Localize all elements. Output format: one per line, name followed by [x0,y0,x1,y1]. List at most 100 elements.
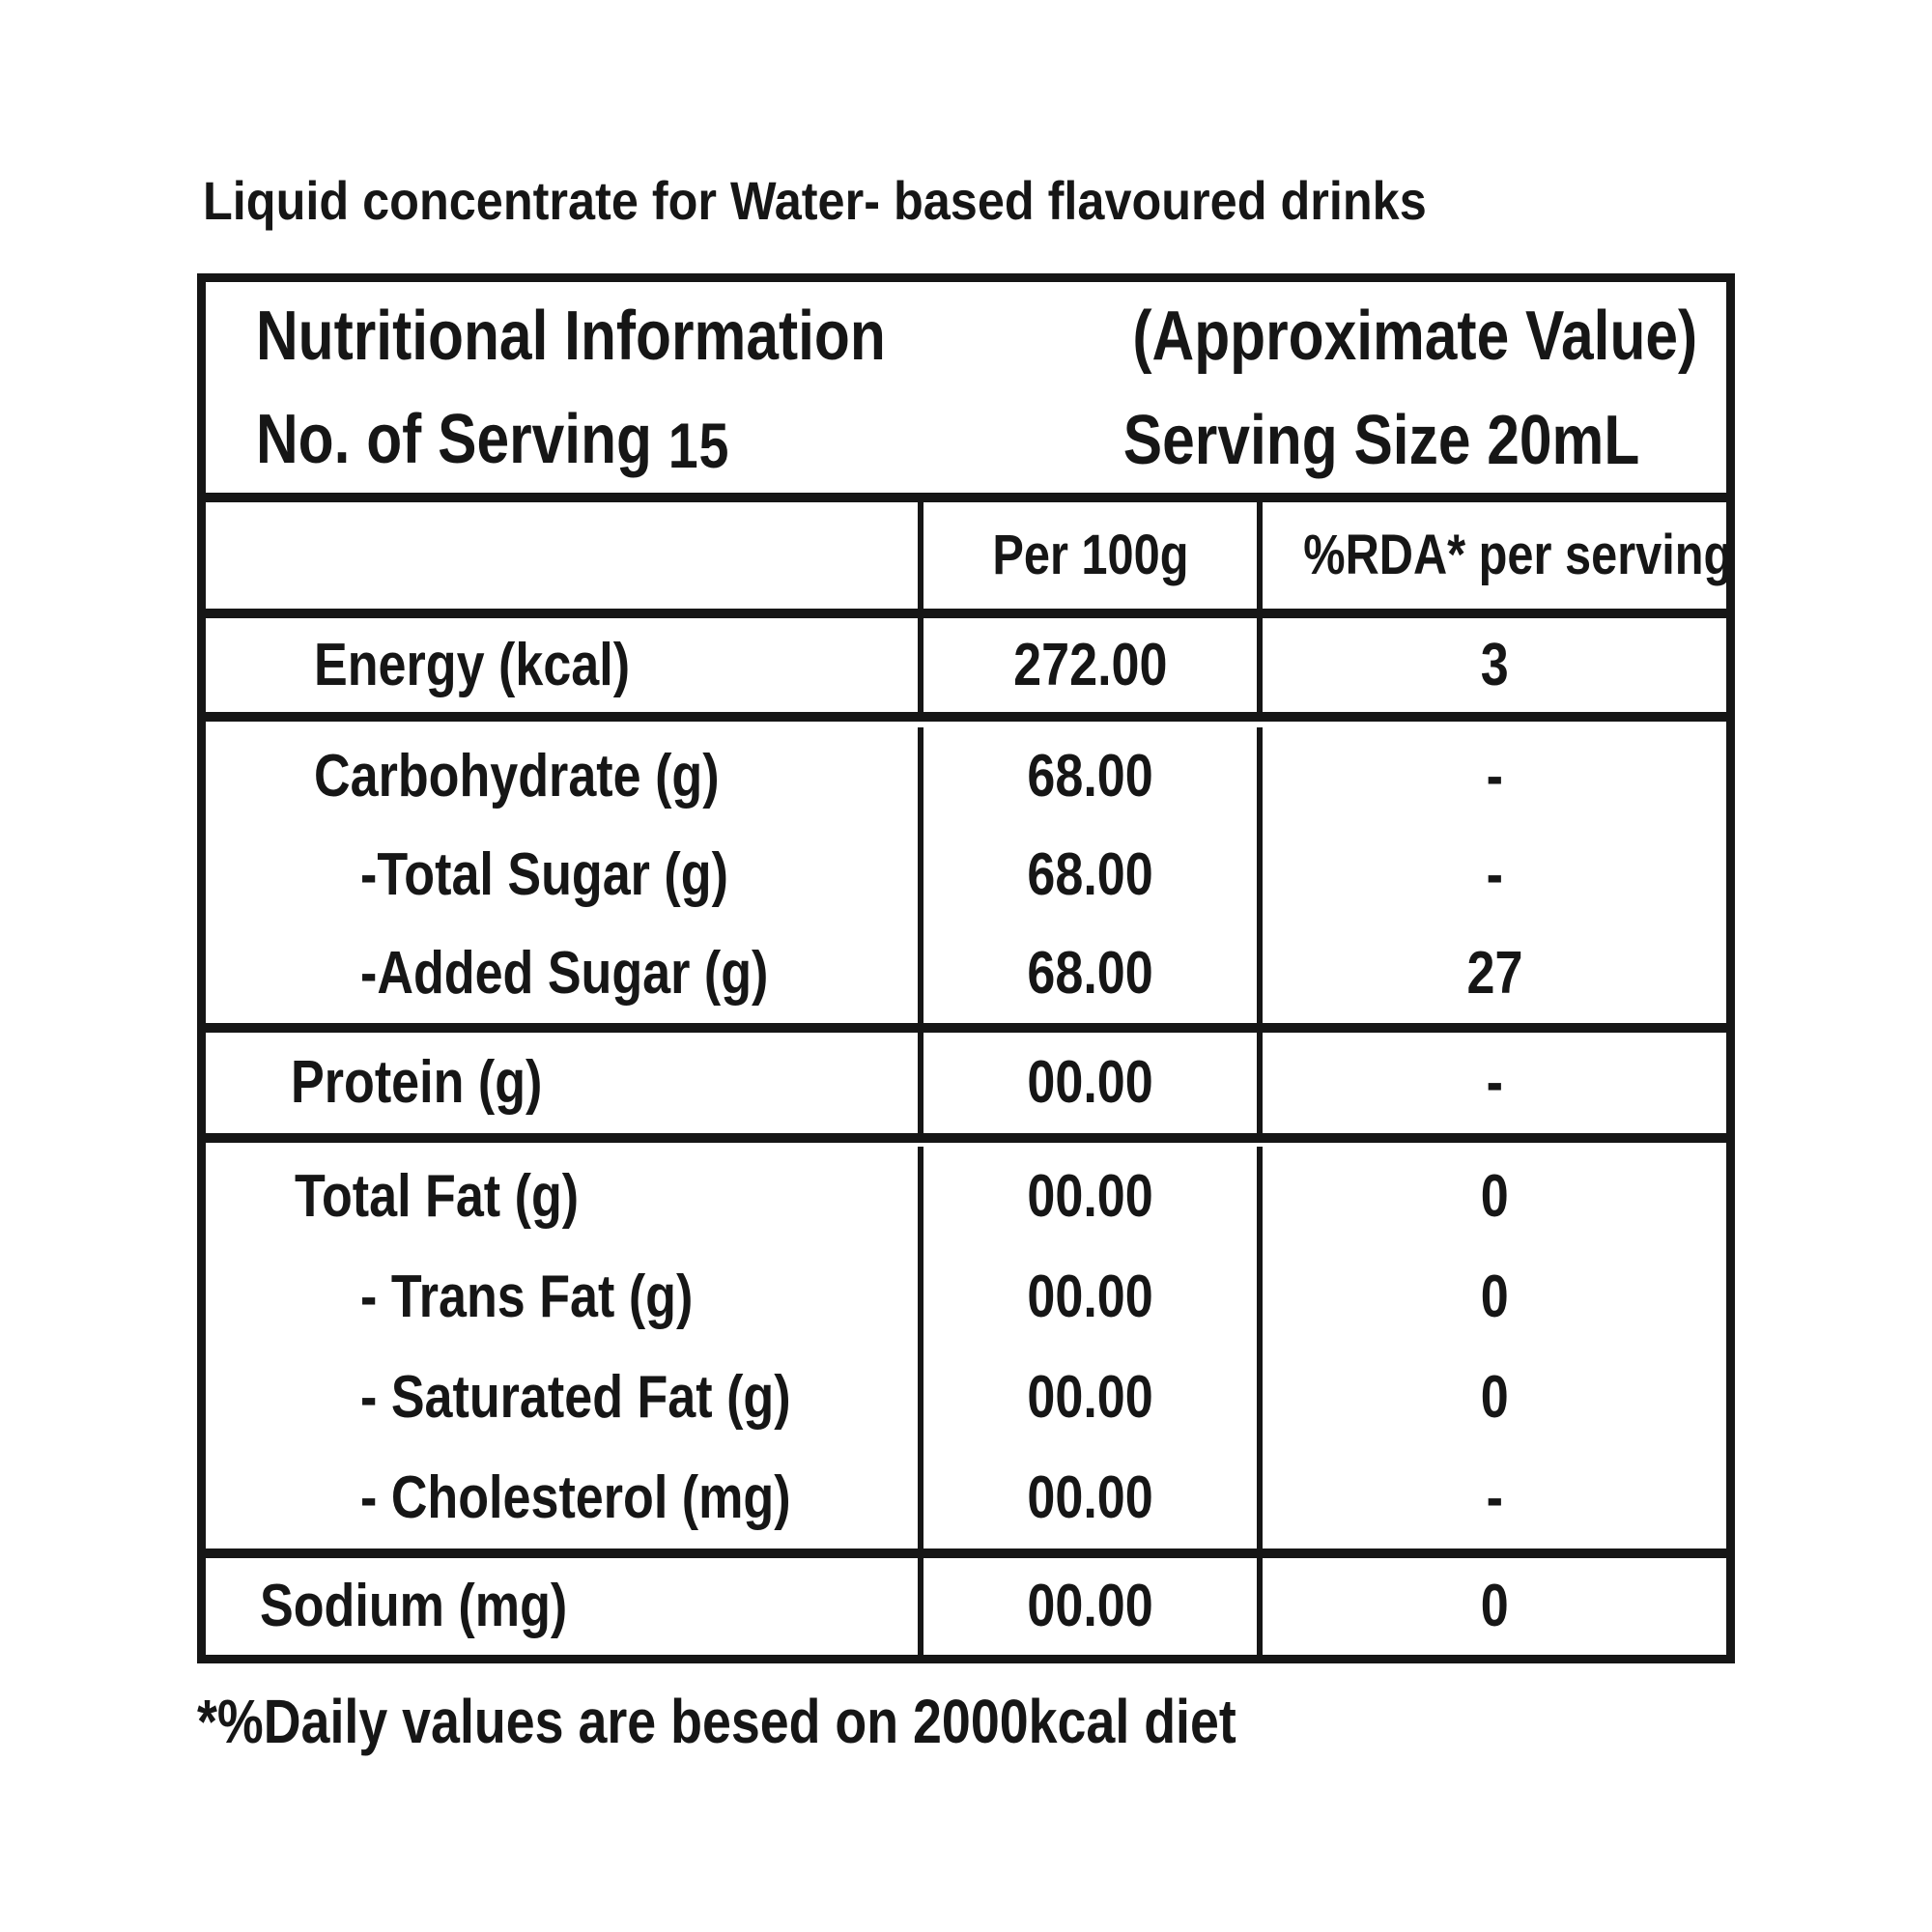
rda-value: 0 [1263,1558,1726,1655]
servings-label: No. of Serving [256,401,652,478]
per-100g-value: 00.00 [923,1448,1257,1548]
rda-column: 3 [1257,618,1726,712]
per-100g-column: 68.00 68.00 68.00 [918,727,1257,1023]
nutrient-label-text: - Saturated Fat (g) [360,1364,791,1431]
per-100g-value: 00.00 [923,1348,1257,1448]
header-title: Nutritional Information [256,298,886,375]
per-100g-column: 00.00 [918,1558,1257,1655]
nutrient-row-label: Energy (kcal) [206,618,918,712]
rda-value-text: 0 [1480,1264,1509,1330]
rda-value: - [1263,826,1726,924]
nutrient-row-label: - Saturated Fat (g) [206,1348,918,1448]
per-100g-value: 68.00 [923,826,1257,924]
per-100g-value: 00.00 [923,1247,1257,1348]
per-100g-value: 272.00 [923,618,1257,712]
column-header-blank [206,502,918,609]
nutrient-group: Total Fat (g) - Trans Fat (g) - Saturated … [206,1133,1726,1548]
nutrient-label-text: Carbohydrate (g) [314,743,720,810]
header-line-1: Nutritional Information (Approximate Val… [256,284,1697,388]
rda-value-text: 27 [1466,940,1522,1007]
nutrient-row-label: Carbohydrate (g) [206,727,918,826]
rda-value-text: - [1486,743,1503,810]
per-100g-column: 00.00 00.00 00.00 00.00 [918,1147,1257,1548]
nutrient-row-label: - Cholesterol (mg) [206,1448,918,1548]
per-100g-value: 00.00 [923,1033,1257,1133]
nutrient-row-label: Sodium (mg) [206,1558,918,1655]
per-100g-value-text: 68.00 [1027,743,1153,810]
nutrient-labels-column: Total Fat (g) - Trans Fat (g) - Saturated … [206,1147,918,1548]
per-100g-value-text: 00.00 [1027,1049,1153,1116]
nutrient-label-text: Energy (kcal) [314,632,631,698]
rda-value-text: 0 [1480,1573,1509,1639]
rda-value-text: 3 [1480,632,1509,698]
nutrient-label-text: - Trans Fat (g) [360,1264,694,1330]
nutrient-row-label: Protein (g) [206,1033,918,1133]
per-100g-column: 272.00 [918,618,1257,712]
per-100g-column: 00.00 [918,1033,1257,1133]
rda-value: 27 [1263,924,1726,1023]
per-100g-value-text: 272.00 [1012,632,1168,698]
header-approximate-value: (Approximate Value) [1132,298,1697,375]
per-100g-value: 00.00 [923,1558,1257,1655]
daily-values-footnote: *%Daily values are besed on 2000kcal die… [197,1683,1435,1760]
per-100g-value-text: 68.00 [1027,841,1153,908]
rda-value-text: 0 [1480,1163,1509,1230]
nutrient-labels-column: Energy (kcal) [206,618,918,712]
column-header-row: Per 100g %RDA* per serving [206,493,1732,609]
table-header: Nutritional Information (Approximate Val… [206,282,1726,493]
per-100g-value-text: 00.00 [1027,1573,1153,1639]
per-100g-value-text: 00.00 [1027,1464,1153,1531]
nutrient-label-text: - Cholesterol (mg) [360,1464,791,1531]
product-description-text: Liquid concentrate for Water- based flav… [203,170,1427,231]
nutrient-group: Carbohydrate (g) -Total Sugar (g) -Added S… [206,712,1726,1023]
per-100g-value-text: 00.00 [1027,1364,1153,1431]
nutrient-label-text: -Total Sugar (g) [360,841,728,908]
nutrient-row-label: -Total Sugar (g) [206,826,918,924]
nutrient-label-text: Sodium (mg) [260,1573,568,1639]
rda-value: - [1263,1448,1726,1548]
column-header-rda: %RDA* per serving [1257,502,1732,609]
rda-value: 0 [1263,1348,1726,1448]
per-100g-value-text: 00.00 [1027,1163,1153,1230]
rda-value-text: - [1486,1464,1503,1531]
nutrient-label-text: Total Fat (g) [295,1163,580,1230]
table-body: Energy (kcal) 272.00 3 Carbohydrate (g) -Tot… [206,609,1726,1655]
header-line-2: No. of Serving 15 Serving Size 20mL [256,388,1697,493]
rda-column: 0 0 0 - [1257,1147,1726,1548]
rda-value: 3 [1263,618,1726,712]
serving-size: Serving Size 20mL [1122,402,1639,479]
rda-column: 0 [1257,1558,1726,1655]
per-100g-value: 68.00 [923,924,1257,1023]
per-100g-value: 68.00 [923,727,1257,826]
nutrient-row-label: Total Fat (g) [206,1147,918,1247]
nutrient-labels-column: Sodium (mg) [206,1558,918,1655]
rda-column: - [1257,1033,1726,1133]
nutrition-table: Nutritional Information (Approximate Val… [197,273,1735,1663]
nutrient-label-text: Protein (g) [291,1049,543,1116]
product-description: Liquid concentrate for Water- based flav… [203,164,1563,238]
nutrient-group: Sodium (mg) 00.00 0 [206,1548,1726,1655]
per-100g-value: 00.00 [923,1147,1257,1247]
rda-value: - [1263,1033,1726,1133]
rda-column: - - 27 [1257,727,1726,1023]
rda-value-text: - [1486,1049,1503,1116]
rda-value-text: 0 [1480,1364,1509,1431]
nutrient-group: Energy (kcal) 272.00 3 [206,609,1726,712]
nutrient-row-label: -Added Sugar (g) [206,924,918,1023]
servings-count: 15 [668,411,730,482]
per-100g-value-text: 68.00 [1027,940,1153,1007]
servings-info: No. of Serving 15 [256,387,729,494]
nutrient-labels-column: Carbohydrate (g) -Total Sugar (g) -Added S… [206,727,918,1023]
column-header-per-100g: Per 100g [918,502,1257,609]
nutrient-group: Protein (g) 00.00 - [206,1023,1726,1133]
nutrient-row-label: - Trans Fat (g) [206,1247,918,1348]
nutrient-label-text: -Added Sugar (g) [360,940,769,1007]
rda-value: 0 [1263,1247,1726,1348]
per-100g-value-text: 00.00 [1027,1264,1153,1330]
daily-values-footnote-text: *%Daily values are besed on 2000kcal die… [197,1687,1236,1756]
rda-value: 0 [1263,1147,1726,1247]
rda-value-text: - [1486,841,1503,908]
rda-value: - [1263,727,1726,826]
nutrient-labels-column: Protein (g) [206,1033,918,1133]
